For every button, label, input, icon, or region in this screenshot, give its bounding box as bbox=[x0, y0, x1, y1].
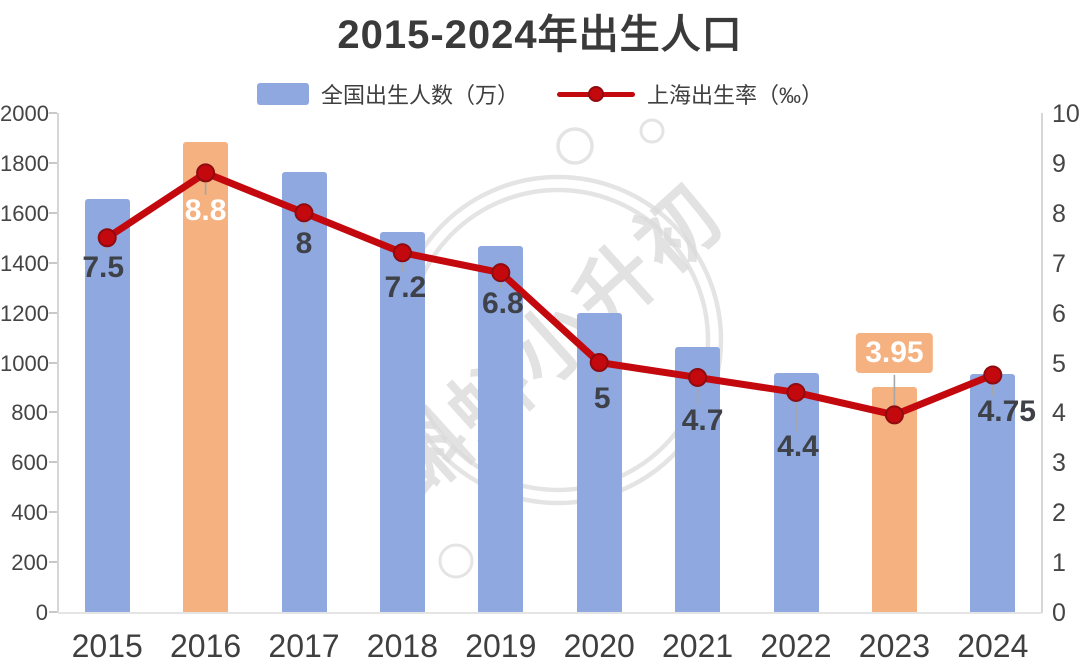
x-axis-label-2020: 2020 bbox=[563, 628, 635, 663]
bar-2015[interactable] bbox=[84, 199, 130, 612]
left-axis-tick bbox=[49, 261, 57, 264]
rate-line bbox=[103, 169, 997, 419]
legend-item-national-births[interactable]: 全国出生人数（万） bbox=[256, 78, 519, 110]
bar-series-swatch bbox=[256, 83, 309, 105]
left-axis-label: 400 bbox=[11, 500, 48, 526]
left-axis-tick bbox=[49, 461, 57, 464]
marker-2020[interactable] bbox=[589, 353, 609, 372]
marker-2019[interactable] bbox=[491, 263, 511, 283]
bar-2017[interactable] bbox=[281, 171, 327, 612]
left-axis-tick bbox=[49, 411, 57, 414]
left-axis-label: 800 bbox=[11, 400, 48, 426]
left-axis-label: 1200 bbox=[0, 300, 49, 326]
left-axis-label: 1600 bbox=[0, 200, 49, 226]
left-axis-tick bbox=[49, 511, 57, 514]
marker-2022[interactable] bbox=[786, 382, 806, 402]
left-axis-tick bbox=[49, 611, 57, 613]
x-axis-line bbox=[58, 612, 1042, 614]
rate-label-2021: 4.7 bbox=[681, 404, 724, 438]
rate-label-2018: 7.2 bbox=[384, 270, 427, 304]
bar-2023[interactable] bbox=[871, 386, 917, 612]
legend: 全国出生人数（万） 上海出生率（‰） bbox=[0, 76, 1080, 112]
rate-label-2017: 8 bbox=[295, 226, 313, 260]
marker-2023[interactable] bbox=[884, 405, 904, 425]
marker-2016[interactable] bbox=[196, 163, 216, 183]
x-axis-label-2022: 2022 bbox=[760, 628, 832, 663]
left-axis-label: 200 bbox=[11, 550, 48, 576]
marker-2015[interactable] bbox=[97, 228, 117, 248]
rate-label-2016: 8.8 bbox=[184, 193, 227, 227]
right-axis-label: 8 bbox=[1052, 199, 1066, 228]
line-series-swatch bbox=[557, 83, 635, 105]
left-axis-tick bbox=[49, 211, 57, 214]
right-axis-line bbox=[1041, 113, 1043, 613]
rate-label-2015: 7.5 bbox=[82, 250, 125, 284]
rate-label-2022: 4.4 bbox=[777, 430, 819, 464]
marker-2017[interactable] bbox=[294, 203, 314, 223]
line-series-label: 上海出生率（‰） bbox=[647, 83, 824, 108]
bar-series-label: 全国出生人数（万） bbox=[320, 83, 519, 108]
right-axis-label: 6 bbox=[1052, 299, 1066, 328]
rate-label-2024: 4.75 bbox=[977, 394, 1036, 428]
marker-2018[interactable] bbox=[392, 243, 412, 263]
left-axis-label: 0 bbox=[35, 600, 48, 625]
right-axis-label: 0 bbox=[1052, 599, 1066, 627]
rate-label-2023: 3.95 bbox=[856, 332, 933, 373]
left-axis-label: 1000 bbox=[0, 350, 49, 376]
bar-2016[interactable] bbox=[183, 142, 229, 612]
right-axis-label: 3 bbox=[1052, 449, 1066, 478]
x-axis-label-2024: 2024 bbox=[957, 628, 1029, 663]
left-axis-label: 1800 bbox=[0, 150, 49, 176]
left-axis-label: 1400 bbox=[0, 250, 49, 276]
left-axis-tick bbox=[49, 311, 57, 314]
left-axis-line bbox=[57, 113, 59, 613]
marker-2024[interactable] bbox=[983, 365, 1003, 385]
bar-2024[interactable] bbox=[970, 373, 1016, 612]
rate-label-2019: 6.8 bbox=[481, 286, 524, 320]
left-axis-label: 600 bbox=[11, 450, 48, 476]
left-axis-tick bbox=[49, 361, 57, 364]
x-axis-label-2018: 2018 bbox=[366, 628, 438, 663]
rate-label-2020: 5 bbox=[593, 381, 611, 415]
x-axis-label-2023: 2023 bbox=[858, 628, 930, 663]
right-axis-label: 5 bbox=[1052, 349, 1066, 378]
right-axis-label: 7 bbox=[1052, 249, 1066, 278]
x-axis-label-2019: 2019 bbox=[465, 628, 537, 663]
left-axis-label: 2000 bbox=[0, 101, 49, 126]
left-axis-tick bbox=[49, 561, 57, 564]
legend-item-shanghai-rate[interactable]: 上海出生率（‰） bbox=[557, 78, 823, 110]
x-axis-label-2017: 2017 bbox=[268, 628, 340, 663]
line-marker-icon bbox=[588, 86, 604, 102]
right-axis-label: 9 bbox=[1052, 149, 1066, 178]
right-axis-label: 1 bbox=[1052, 549, 1066, 578]
left-axis-tick bbox=[49, 161, 57, 164]
x-axis-label-2016: 2016 bbox=[170, 628, 242, 663]
right-axis-label: 2 bbox=[1052, 499, 1066, 528]
x-axis-label-2015: 2015 bbox=[71, 628, 143, 663]
bar-2018[interactable] bbox=[379, 232, 425, 612]
bar-2019[interactable] bbox=[478, 246, 524, 612]
left-axis-tick bbox=[49, 112, 57, 114]
right-axis-label: 4 bbox=[1052, 399, 1066, 428]
right-axis-label: 10 bbox=[1052, 100, 1080, 128]
marker-2021[interactable] bbox=[688, 367, 708, 387]
chart-title: 2015-2024年出生人口 bbox=[337, 13, 743, 57]
x-axis-label-2021: 2021 bbox=[662, 628, 734, 663]
